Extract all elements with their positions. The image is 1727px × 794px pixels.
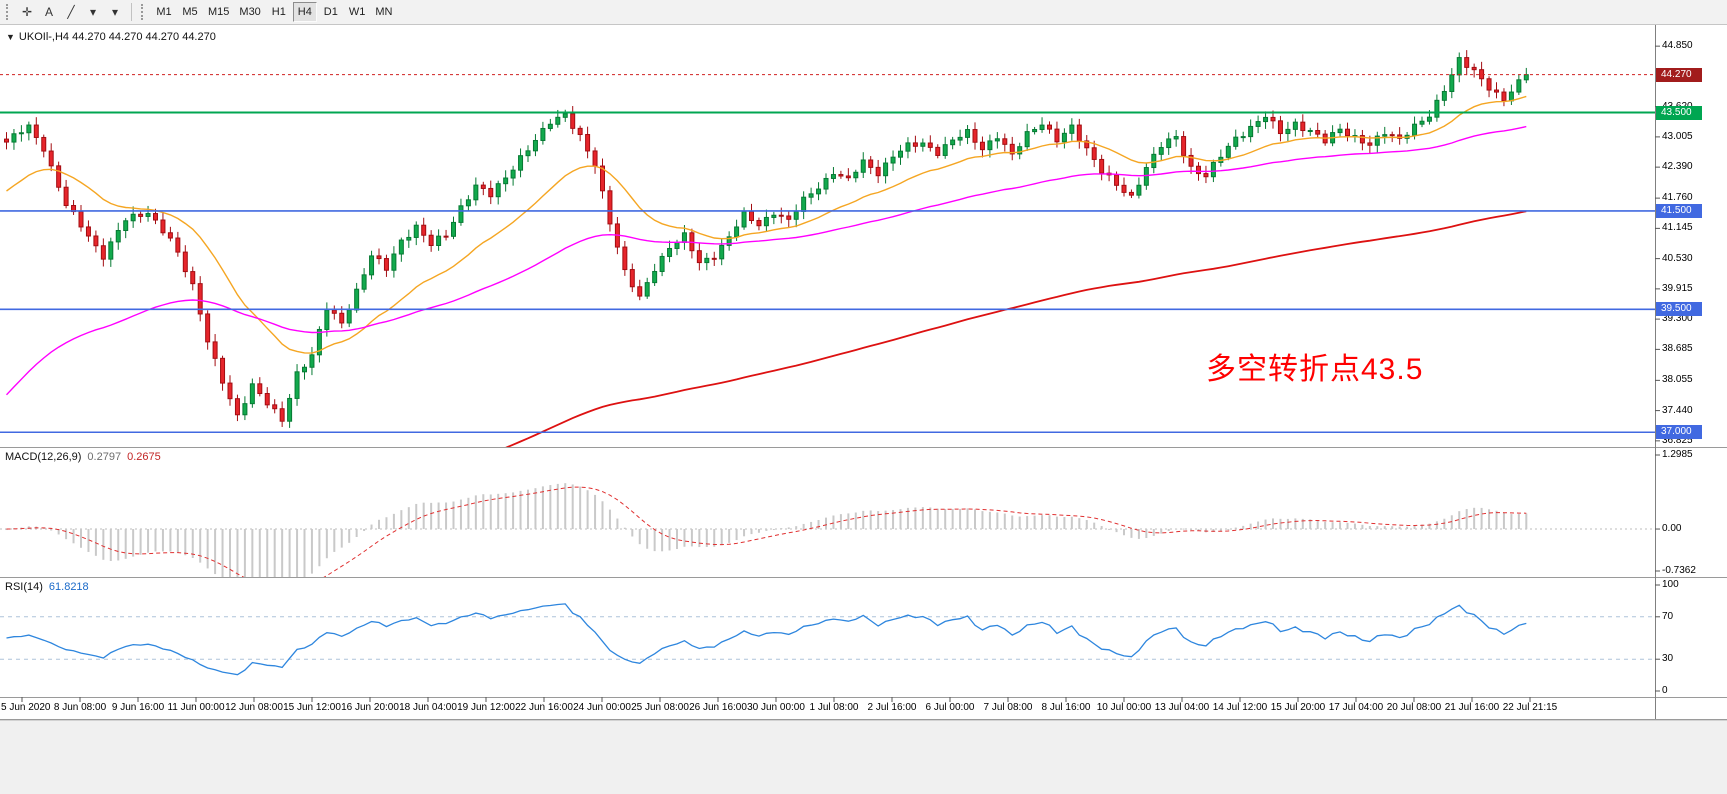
timeframe-button-w1[interactable]: W1	[345, 2, 370, 22]
timeframe-button-m30[interactable]: M30	[235, 2, 264, 22]
toolbar-separator	[131, 3, 132, 21]
toolbar-grip[interactable]	[6, 4, 12, 20]
macd-main-value: 0.2797	[87, 451, 122, 463]
crosshair-tool-button[interactable]: ✛	[17, 2, 37, 22]
text-tool-button[interactable]: A	[39, 2, 59, 22]
timeframe-button-d1[interactable]: D1	[319, 2, 343, 22]
timeframe-buttons: M1 M5 M15 M30 H1 H4 D1 W1 MN	[151, 2, 397, 22]
timeframe-button-h1[interactable]: H1	[267, 2, 291, 22]
drawing-tool-buttons: ✛ A ╱ ▾ ▾	[16, 2, 126, 22]
timeframe-button-m1[interactable]: M1	[152, 2, 176, 22]
macd-signal-value: 0.2675	[127, 451, 161, 463]
symbol-ohlc-text: UKOIl-,H4 44.270 44.270 44.270 44.270	[18, 31, 216, 43]
macd-label: MACD(12,26,9) 0.2797 0.2675	[5, 451, 167, 463]
timeframe-button-mn[interactable]: MN	[371, 2, 396, 22]
timeframe-button-h4[interactable]: H4	[292, 2, 317, 22]
macd-name: MACD(12,26,9)	[5, 451, 82, 463]
rsi-label: RSI(14) 61.8218	[5, 581, 95, 593]
trendline-tool-button[interactable]: ╱	[61, 2, 81, 22]
timeframe-button-m15[interactable]: M15	[204, 2, 233, 22]
symbol-expander-icon[interactable]: ▼	[6, 32, 15, 42]
top-toolbar: ✛ A ╱ ▾ ▾ M1 M5 M15 M30 H1 H4 D1 W1 MN	[0, 0, 1727, 25]
timeframe-button-m5[interactable]: M5	[178, 2, 202, 22]
rsi-name: RSI(14)	[5, 581, 43, 593]
toolbar-grip-2[interactable]	[141, 4, 147, 20]
chart-annotation-text[interactable]: 多空转折点43.5	[1206, 353, 1424, 386]
shapes-dropdown-button[interactable]: ▾	[83, 2, 103, 22]
rsi-value: 61.8218	[48, 581, 89, 593]
symbol-info: ▼ UKOIl-,H4 44.270 44.270 44.270 44.270	[6, 31, 216, 43]
indicators-dropdown-button[interactable]: ▾	[105, 2, 125, 22]
bottom-spacer	[0, 720, 1727, 794]
price-chart-canvas[interactable]	[0, 0, 1727, 720]
